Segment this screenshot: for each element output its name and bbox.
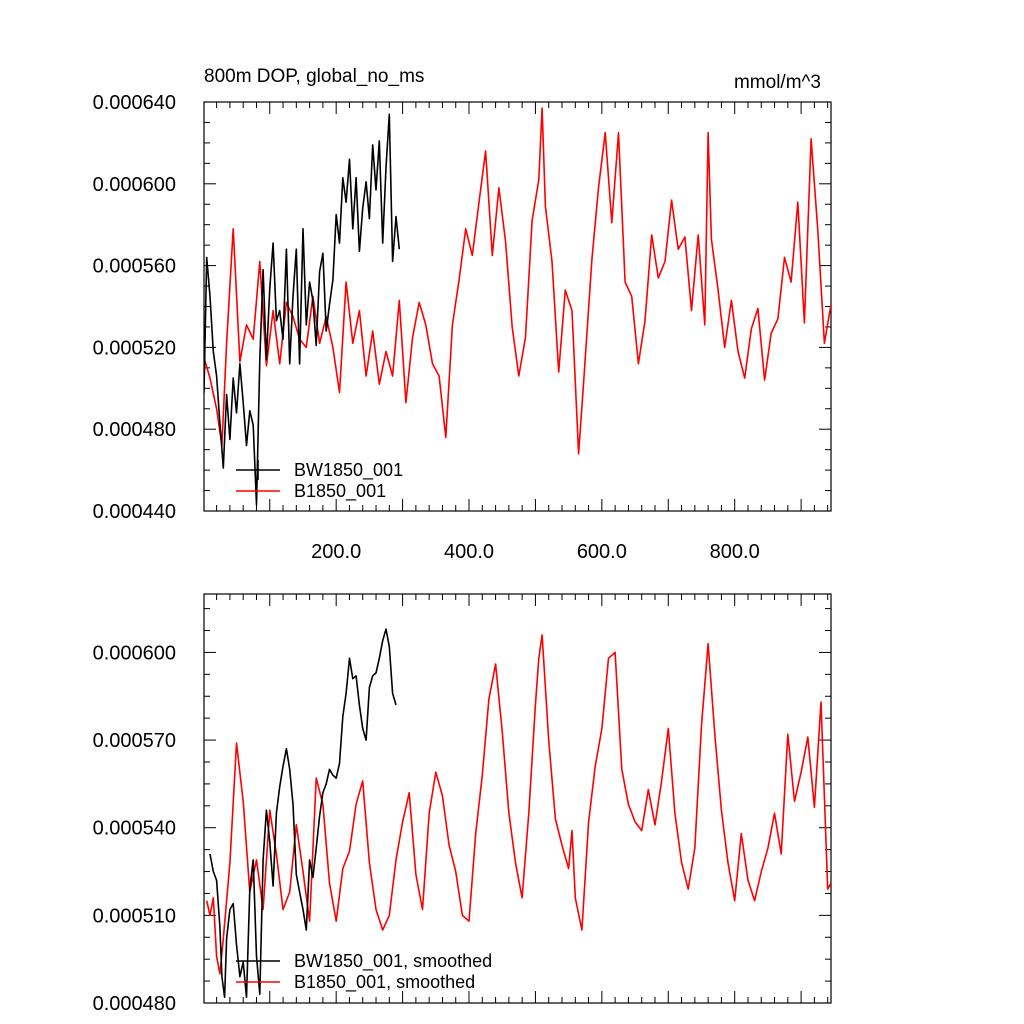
top-panel-800m-dop: 0.000440 0.000480 0.000520 0.000560 0.000600… bbox=[93, 66, 832, 563]
plot-frame bbox=[203, 593, 832, 1004]
y-tick-label: 0.000640 bbox=[93, 92, 176, 114]
legend-label: BW1850_001, smoothed bbox=[294, 951, 492, 972]
y-tick-label: 0.000480 bbox=[93, 993, 176, 1015]
y-tick-label: 0.000440 bbox=[93, 501, 176, 523]
series-line-b1850-001 bbox=[204, 107, 831, 455]
y-tick-label: 0.000570 bbox=[93, 730, 176, 752]
y-tick-label: 0.000480 bbox=[93, 419, 176, 441]
series-line-bw1850-001-smoothed bbox=[209, 628, 397, 999]
series-line-b1850-001-smoothed bbox=[205, 634, 831, 975]
x-tick-label: 600.0 bbox=[577, 541, 627, 563]
y-tick-label: 0.000510 bbox=[93, 905, 176, 927]
bottom-panel-smoothed: 0.000480 0.000510 0.000540 0.000570 0.000600… bbox=[93, 593, 832, 1015]
x-tick-label: 400.0 bbox=[444, 541, 494, 563]
series-line-bw1850-001 bbox=[204, 113, 401, 506]
y-tick-label: 0.000520 bbox=[93, 337, 176, 359]
y-tick-label: 0.000540 bbox=[93, 818, 176, 840]
units-label: mmol/m^3 bbox=[734, 72, 821, 93]
legend-label: B1850_001 bbox=[294, 481, 386, 502]
y-tick-label: 0.000600 bbox=[93, 642, 176, 664]
y-tick-label: 0.000560 bbox=[93, 256, 176, 278]
chart-title: 800m DOP, global_no_ms bbox=[204, 66, 424, 87]
legend-label: B1850_001, smoothed bbox=[294, 972, 475, 993]
y-tick-label: 0.000600 bbox=[93, 174, 176, 196]
x-tick-label: 200.0 bbox=[311, 541, 361, 563]
x-tick-label: 800.0 bbox=[710, 541, 760, 563]
legend-label: BW1850_001 bbox=[294, 460, 403, 481]
